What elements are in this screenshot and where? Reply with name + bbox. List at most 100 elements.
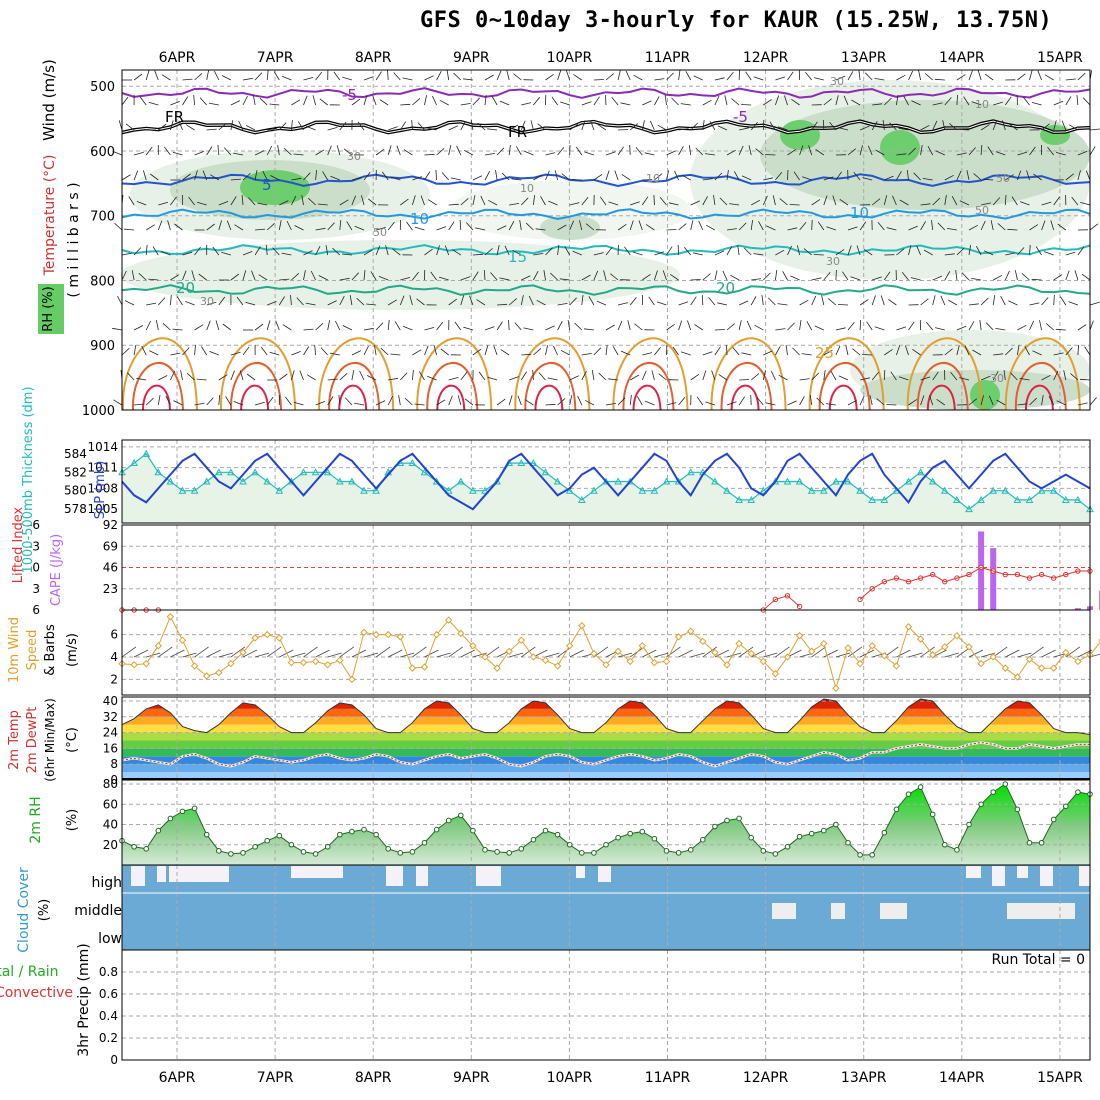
thickness-point (856, 486, 864, 494)
wind-barb (363, 171, 371, 181)
rh-point (615, 834, 621, 841)
wind-barb (406, 221, 413, 231)
wind-barb (336, 145, 341, 156)
wind-barb-10m (279, 649, 294, 658)
wind-title-1: 10m Wind (7, 617, 22, 683)
thickness-point (928, 477, 937, 485)
wind-barb (708, 297, 716, 306)
temp-tick-label: 8 (110, 757, 118, 771)
day-label-top: 13APR (841, 50, 887, 66)
rh-point (324, 843, 331, 850)
wind-barb (920, 221, 926, 231)
wind-barb (768, 297, 776, 306)
wind-barb (206, 70, 209, 81)
wind-barb (1089, 128, 1100, 131)
wind-barb (936, 398, 946, 406)
thickness-point (214, 468, 223, 476)
wind-barb (448, 145, 452, 156)
wind-speed-point (880, 652, 889, 660)
wind-barb (430, 271, 437, 281)
wind-barb (593, 173, 603, 181)
wind-barb (959, 377, 970, 381)
wind-barb (411, 119, 413, 131)
rh-point (857, 852, 863, 858)
rh-legend-swatch (38, 284, 64, 334)
wind-barb (766, 225, 776, 231)
rh-point (627, 830, 634, 837)
wind-barb (212, 246, 220, 256)
wind-barb (314, 344, 316, 356)
wind-speed-point (239, 648, 247, 657)
wind-barb (351, 177, 362, 181)
wind-barb (436, 245, 440, 256)
wind-barb (254, 170, 258, 181)
wind-barb (912, 348, 921, 356)
wind-barb (993, 101, 1003, 106)
wind-barb (460, 103, 471, 106)
wind-barb (992, 120, 997, 131)
rh-point (337, 831, 343, 838)
temp-title-3: (6hr Min/Max) (43, 698, 57, 782)
wind-barb (412, 271, 419, 281)
wind-barb (453, 72, 462, 81)
wind-barb (886, 404, 897, 406)
wind-barb (167, 220, 171, 231)
wind-barb (896, 95, 899, 106)
isotherm-25 (121, 337, 198, 411)
isotherm-label: FR (165, 108, 184, 126)
wind-barb (387, 145, 392, 156)
wind-barb (1084, 346, 1091, 356)
wind-barb (1053, 100, 1064, 106)
isotherm-30 (524, 362, 577, 411)
wind-barb (139, 96, 147, 106)
wind-barb (400, 277, 411, 281)
wind-speed-line (121, 615, 1100, 691)
wind-barb (666, 229, 677, 231)
wind-barb (896, 74, 906, 81)
wind-barb (956, 247, 965, 256)
wind-barb (191, 270, 195, 281)
wind-speed-point (856, 659, 864, 668)
wind-barb (283, 147, 292, 156)
wind-barb (1017, 151, 1028, 156)
wind-barb (693, 75, 703, 81)
wind-barb-10m (424, 649, 439, 658)
wind-barb (318, 275, 328, 281)
high-cloud-gap (992, 866, 1005, 886)
wind-barb (303, 250, 313, 256)
rh-point (675, 850, 682, 856)
wind-barb (762, 119, 765, 131)
wind-barb (755, 148, 764, 156)
wind-barb (835, 249, 845, 256)
wind-speed-point (166, 613, 175, 621)
wind-barb (986, 322, 994, 331)
wind-barb (262, 170, 268, 181)
wind-barb (150, 173, 159, 181)
wind-barb (121, 270, 127, 281)
wind-barb (339, 373, 348, 381)
wind-barb (266, 70, 269, 81)
wind-barb (789, 204, 800, 206)
wind-barb (932, 275, 943, 281)
rh-point (869, 852, 876, 858)
wind-barb (683, 247, 692, 256)
wind-barb (557, 321, 563, 331)
rh-contour-label: 30 (200, 295, 214, 308)
wind-barb (884, 349, 893, 356)
wind-barb (303, 77, 314, 81)
wind-barb-10m (121, 646, 137, 658)
wind-barb (1065, 173, 1074, 181)
wind-barb (125, 123, 135, 131)
wind-barb (375, 322, 384, 331)
upper-units-title: ( m i l l i b a r s ) (66, 182, 82, 297)
cloud-level-label: low (98, 931, 122, 947)
wind-barb (809, 395, 813, 406)
wind-barb (992, 371, 999, 381)
wind-barb (688, 145, 692, 156)
wind-barb (230, 370, 235, 381)
wind-barb (164, 146, 171, 156)
wind-barb (277, 145, 280, 156)
wind-barb (366, 303, 377, 306)
